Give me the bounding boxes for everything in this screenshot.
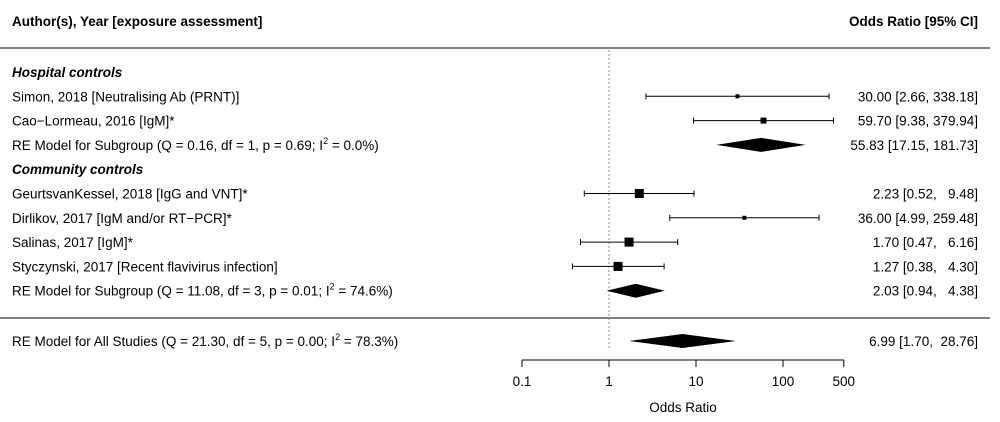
point-estimate-1 xyxy=(735,94,740,99)
subgroup-label-3: RE Model for Subgroup (Q = 0.16, df = 1,… xyxy=(12,136,379,153)
overall-label: RE Model for All Studies (Q = 21.30, df … xyxy=(12,332,398,349)
point-estimate-2 xyxy=(760,117,767,124)
study-ci-text-2: 59.70 [9.38, 379.94] xyxy=(858,114,978,129)
overall-label-main: RE Model for All Studies (Q = 21.30, df … xyxy=(12,334,335,349)
study-label-6: Dirlikov, 2017 [IgM and/or RT−PCR]* xyxy=(12,211,232,226)
overall-label-superscript: 2 xyxy=(335,332,340,342)
study-label-8: Styczynski, 2017 [Recent flavivirus infe… xyxy=(12,259,278,274)
subgroup-diamond-9 xyxy=(606,283,665,298)
header-studies-label: Author(s), Year [exposure assessment] xyxy=(12,14,262,29)
x-tick-label-1: 1 xyxy=(605,374,613,389)
subgroup-ci-text-9: 2.03 [0.94, 4.38] xyxy=(873,284,978,299)
study-label-5: GeurtsvanKessel, 2018 [IgG and VNT]* xyxy=(12,187,248,202)
point-estimate-8 xyxy=(613,261,623,271)
study-label-7: Salinas, 2017 [IgM]* xyxy=(12,235,134,250)
point-estimate-7 xyxy=(624,237,634,247)
subgroup-diamond-3 xyxy=(716,137,806,152)
x-tick-label-0: 0.1 xyxy=(513,374,532,389)
subgroup-label-9-superscript: 2 xyxy=(330,282,335,292)
overall-label-tail: = 78.3%) xyxy=(340,334,398,349)
study-ci-text-8: 1.27 [0.38, 4.30] xyxy=(873,259,978,274)
subgroup-label-3-main: RE Model for Subgroup (Q = 0.16, df = 1,… xyxy=(12,138,323,153)
overall-ci-text: 6.99 [1.70, 28.76] xyxy=(869,334,978,349)
study-ci-text-7: 1.70 [0.47, 6.16] xyxy=(873,235,978,250)
point-estimate-5 xyxy=(634,189,644,198)
point-estimate-6 xyxy=(742,215,747,220)
x-tick-label-4: 500 xyxy=(833,374,856,389)
overall-diamond xyxy=(629,334,736,348)
subgroup-label-3-superscript: 2 xyxy=(323,136,328,146)
subgroup-label-9: RE Model for Subgroup (Q = 11.08, df = 3… xyxy=(12,282,393,299)
study-ci-text-6: 36.00 [4.99, 259.48] xyxy=(858,211,978,226)
subgroup-label-3-tail: = 0.0%) xyxy=(328,138,379,153)
study-label-2: Cao−Lormeau, 2016 [IgM]* xyxy=(12,114,175,129)
x-axis-label: Odds Ratio xyxy=(649,400,717,415)
subgroup-ci-text-3: 55.83 [17.15, 181.73] xyxy=(850,138,978,153)
x-tick-label-2: 10 xyxy=(688,374,703,389)
group-label-4: Community controls xyxy=(12,162,144,177)
study-ci-text-5: 2.23 [0.52, 9.48] xyxy=(873,187,978,202)
group-label-0: Hospital controls xyxy=(12,65,123,80)
study-label-1: Simon, 2018 [Neutralising Ab (PRNT)] xyxy=(12,89,239,104)
header-odds-ratio-label: Odds Ratio [95% CI] xyxy=(849,14,978,29)
subgroup-label-9-main: RE Model for Subgroup (Q = 11.08, df = 3… xyxy=(12,284,330,299)
x-tick-label-3: 100 xyxy=(772,374,795,389)
subgroup-label-9-tail: = 74.6%) xyxy=(335,284,393,299)
study-ci-text-1: 30.00 [2.66, 338.18] xyxy=(858,89,978,104)
